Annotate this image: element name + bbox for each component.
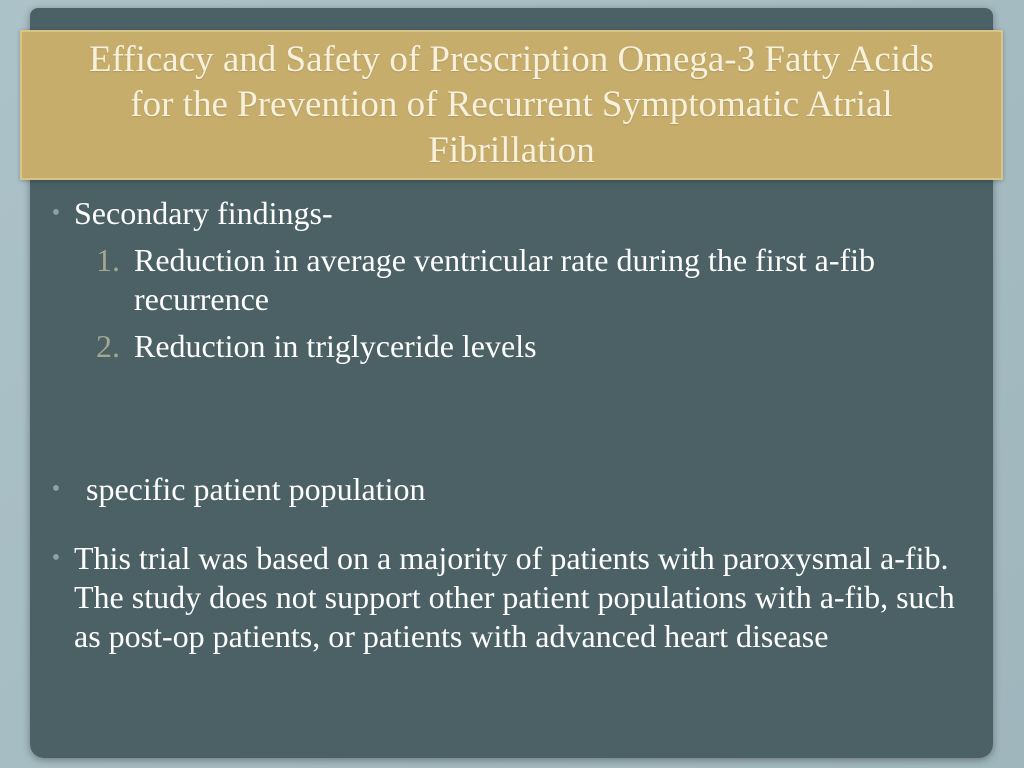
- numbered-text-triglyceride: Reduction in triglyceride levels: [134, 328, 537, 365]
- bullet-text-patient-population: specific patient population: [86, 471, 426, 508]
- slide-body: • Secondary findings- 1. Reduction in av…: [30, 188, 993, 758]
- numbered-item: 1. Reduction in average ventricular rate…: [82, 241, 963, 319]
- numbered-item: 2. Reduction in triglyceride levels: [82, 327, 963, 366]
- spacer: [38, 366, 963, 470]
- number-label: 1.: [96, 242, 120, 279]
- bullet-icon: •: [51, 200, 61, 226]
- slide-title-box: Efficacy and Safety of Prescription Omeg…: [20, 30, 1003, 180]
- list-item: • Secondary findings-: [38, 194, 963, 233]
- bullet-text-secondary-findings: Secondary findings-: [74, 195, 333, 231]
- list-item: • specific patient population: [38, 470, 963, 509]
- slide-title: Efficacy and Safety of Prescription Omeg…: [89, 39, 934, 171]
- bullet-text-trial-basis: This trial was based on a majority of pa…: [74, 540, 955, 655]
- numbered-text-ventricular-rate: Reduction in average ventricular rate du…: [134, 242, 876, 318]
- bullet-icon: •: [51, 545, 61, 572]
- slide: Efficacy and Safety of Prescription Omeg…: [20, 8, 1003, 758]
- bullet-icon: •: [51, 476, 61, 503]
- spacer: [38, 509, 963, 539]
- list-item: • This trial was based on a majority of …: [38, 539, 963, 656]
- number-label: 2.: [96, 328, 120, 365]
